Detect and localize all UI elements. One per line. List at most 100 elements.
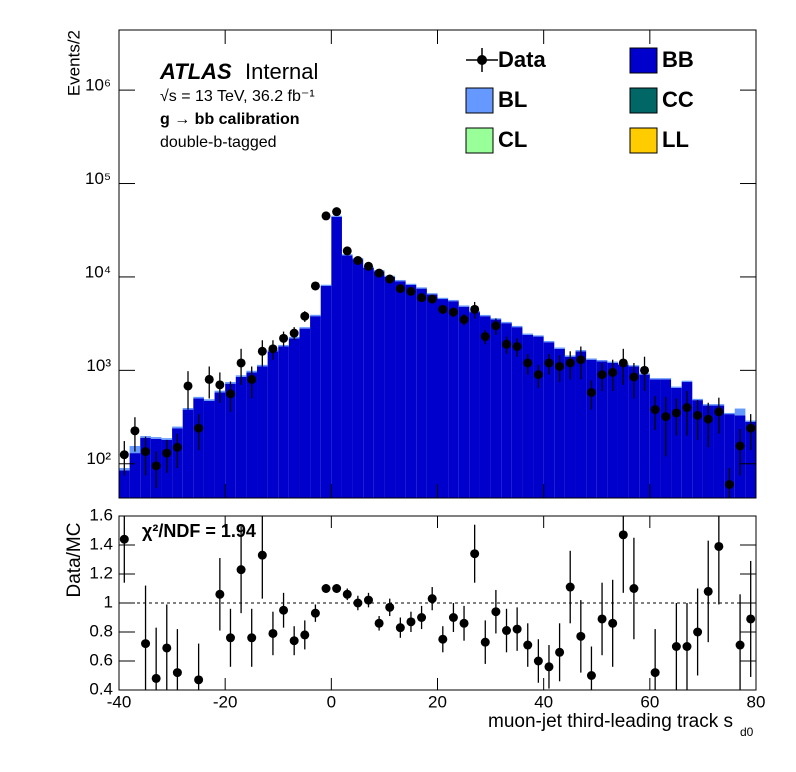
histogram-bar — [299, 327, 311, 329]
data-point — [279, 333, 289, 343]
histogram-bar — [554, 347, 565, 349]
histogram-bar — [320, 284, 332, 286]
data-point — [406, 286, 416, 296]
y-tick-label: 1.4 — [89, 534, 113, 553]
histogram-bar — [331, 215, 342, 217]
histogram-bar — [649, 378, 661, 380]
energy-label: √s = 13 TeV, 36.2 fb⁻¹ — [160, 88, 315, 105]
histogram-bar — [479, 316, 491, 498]
ratio-point — [565, 582, 575, 592]
histogram-bar — [426, 293, 438, 295]
data-point — [257, 346, 267, 356]
ratio-point — [629, 584, 639, 593]
data-point — [608, 367, 618, 377]
histogram-bar — [267, 351, 279, 498]
histogram-bar — [692, 398, 703, 401]
histogram-bar — [501, 321, 512, 324]
histogram-bar — [246, 372, 258, 498]
histogram-bar — [395, 279, 406, 282]
ratio-point — [703, 586, 713, 596]
y-tick-label: 10³ — [86, 356, 111, 375]
histogram-bar — [458, 306, 470, 498]
data-point — [300, 311, 310, 321]
tag-label: double-b-tagged — [160, 134, 277, 151]
y-tick-label: 1.6 — [89, 505, 113, 524]
data-point — [629, 372, 639, 382]
histogram-bar — [586, 359, 597, 498]
ratio-point — [682, 642, 692, 651]
histogram-bar — [373, 271, 385, 498]
ratio-point — [746, 614, 756, 624]
data-point — [172, 442, 182, 452]
histogram-bar — [702, 405, 714, 498]
data-point — [448, 307, 458, 317]
ratio-point — [576, 631, 586, 641]
x-label-sub: d0 — [740, 725, 754, 739]
ratio-point — [172, 668, 182, 678]
ratio-point — [332, 584, 342, 593]
histogram-bar — [681, 382, 693, 498]
ratio-point — [693, 627, 703, 637]
histogram-bar — [416, 287, 427, 289]
ratio-point — [555, 647, 565, 657]
legend-label: CC — [662, 87, 694, 112]
y-label: Events/2 — [64, 30, 83, 96]
histogram-bar — [129, 453, 141, 498]
histogram-bar — [320, 285, 332, 498]
histogram-bar — [724, 414, 735, 498]
legend-label: BB — [662, 47, 694, 72]
ratio-point — [342, 589, 352, 599]
data-point — [618, 358, 628, 368]
ratio-point — [395, 623, 405, 633]
histogram-bar — [639, 374, 650, 498]
ratio-point — [491, 607, 501, 617]
y-tick-label: 10⁴ — [85, 262, 111, 281]
frame — [118, 29, 757, 499]
histogram-bar — [395, 281, 406, 498]
ratio-point — [608, 618, 618, 628]
data-point — [512, 342, 522, 352]
histogram-bar — [257, 366, 268, 498]
histogram-bar — [533, 336, 544, 498]
y-tick-label: 0.4 — [89, 679, 113, 698]
data-point — [310, 281, 320, 291]
ratio-point — [119, 534, 129, 544]
histogram-bar — [426, 294, 438, 498]
ratio-point — [289, 636, 299, 646]
ratio-point — [406, 617, 416, 627]
y-tick-label: 10⁶ — [85, 76, 111, 95]
x-tick-label: -20 — [213, 692, 238, 711]
y-tick-label: 0.6 — [89, 650, 113, 669]
x-tick-label: 60 — [640, 692, 659, 711]
ratio-point — [215, 589, 225, 599]
data-point — [385, 274, 395, 284]
data-point — [395, 284, 405, 294]
histogram-bar — [235, 376, 247, 498]
data-point — [491, 321, 501, 331]
legend-swatch — [465, 87, 494, 114]
histogram-bar — [193, 396, 204, 399]
ratio-point — [459, 618, 469, 628]
legend-swatch — [629, 87, 658, 114]
data-point — [650, 405, 660, 415]
histogram-bar — [352, 259, 364, 498]
data-point — [417, 293, 427, 303]
y-tick-label: 1 — [104, 592, 113, 611]
atlas-label: ATLAS — [159, 59, 232, 84]
ratio-point — [279, 605, 289, 615]
y-tick-label: 10² — [86, 449, 111, 468]
ratio-point — [427, 594, 437, 604]
histogram-bar — [522, 334, 534, 498]
histogram-bar — [522, 333, 534, 335]
ratio-point — [363, 595, 373, 605]
histogram-bar — [469, 312, 480, 498]
histogram-bar — [384, 276, 396, 498]
x-tick-label: 80 — [747, 692, 766, 711]
data-point — [502, 339, 512, 349]
histogram-bar — [416, 288, 427, 498]
histogram-bar — [363, 267, 374, 498]
ratio-point — [374, 618, 384, 628]
data-point — [746, 423, 756, 433]
histogram-bar — [745, 421, 756, 498]
data-point — [735, 441, 745, 451]
